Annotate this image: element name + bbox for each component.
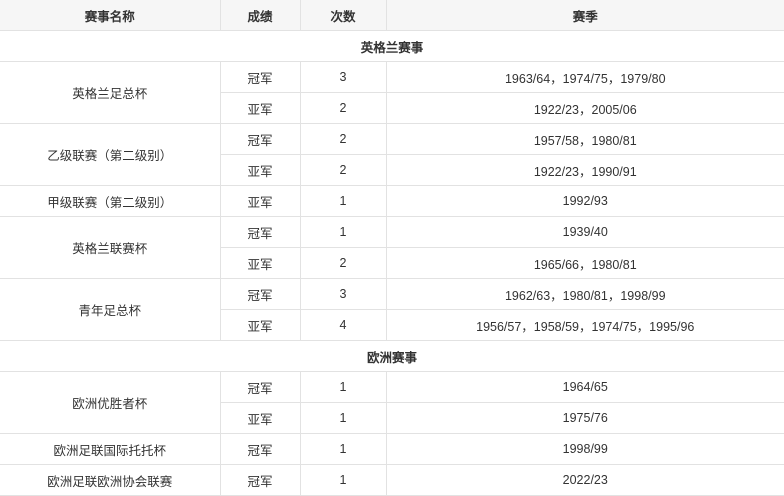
count-cell: 1 bbox=[300, 433, 387, 465]
result-cell: 亚军 bbox=[220, 309, 301, 341]
table-row: 亚军 1 1975/76 bbox=[0, 402, 784, 434]
result-cell: 冠军 bbox=[220, 464, 301, 496]
table-row: 亚军 2 1965/66，1980/81 bbox=[0, 247, 784, 279]
count-cell: 1 bbox=[300, 216, 387, 248]
competition-name: 欧洲优胜者杯 bbox=[0, 371, 221, 434]
seasons-cell: 1962/63，1980/81，1998/99 bbox=[386, 278, 784, 310]
table-row: 甲级联赛（第二级别） 亚军 1 1992/93 bbox=[0, 185, 784, 217]
result-cell: 冠军 bbox=[220, 123, 301, 155]
table-row: 欧洲足联国际托托杯 冠军 1 1998/99 bbox=[0, 433, 784, 465]
seasons-cell: 1992/93 bbox=[386, 185, 784, 217]
table-header: 赛事名称 成绩 次数 赛季 bbox=[0, 0, 784, 31]
seasons-cell: 1965/66，1980/81 bbox=[386, 247, 784, 279]
table-row: 亚军 2 1922/23，2005/06 bbox=[0, 92, 784, 124]
table-row: 欧洲足联欧洲协会联赛 冠军 1 2022/23 bbox=[0, 464, 784, 496]
count-cell: 2 bbox=[300, 154, 387, 186]
competition-name: 英格兰联赛杯 bbox=[0, 216, 221, 279]
count-cell: 3 bbox=[300, 61, 387, 93]
count-cell: 3 bbox=[300, 278, 387, 310]
column-header-count: 次数 bbox=[300, 0, 387, 31]
result-cell: 亚军 bbox=[220, 92, 301, 124]
table-row: 青年足总杯 冠军 3 1962/63，1980/81，1998/99 bbox=[0, 278, 784, 341]
header-row: 赛事名称 成绩 次数 赛季 bbox=[0, 0, 784, 31]
result-cell: 冠军 bbox=[220, 61, 301, 93]
result-cell: 冠军 bbox=[220, 371, 301, 403]
seasons-cell: 1939/40 bbox=[386, 216, 784, 248]
table-row: 英格兰联赛杯 冠军 1 1939/40 bbox=[0, 216, 784, 279]
column-header-result: 成绩 bbox=[220, 0, 301, 31]
seasons-cell: 1963/64，1974/75，1979/80 bbox=[386, 61, 784, 93]
section-row: 英格兰赛事 bbox=[0, 30, 784, 62]
seasons-cell: 1998/99 bbox=[386, 433, 784, 465]
seasons-cell: 2022/23 bbox=[386, 464, 784, 496]
seasons-cell: 1964/65 bbox=[386, 371, 784, 403]
seasons-cell: 1922/23，2005/06 bbox=[386, 92, 784, 124]
seasons-cell: 1922/23，1990/91 bbox=[386, 154, 784, 186]
count-cell: 1 bbox=[300, 185, 387, 217]
column-header-season: 赛季 bbox=[386, 0, 784, 31]
count-cell: 1 bbox=[300, 464, 387, 496]
result-cell: 冠军 bbox=[220, 278, 301, 310]
section-title: 英格兰赛事 bbox=[0, 30, 784, 62]
count-cell: 1 bbox=[300, 371, 387, 403]
competition-name: 乙级联赛（第二级别） bbox=[0, 123, 221, 186]
result-cell: 冠军 bbox=[220, 216, 301, 248]
competition-name: 欧洲足联欧洲协会联赛 bbox=[0, 464, 221, 496]
result-cell: 亚军 bbox=[220, 185, 301, 217]
table-body: 英格兰赛事 英格兰足总杯 冠军 3 1963/64，1974/75，1979/80 亚军 2… bbox=[0, 30, 784, 496]
result-cell: 亚军 bbox=[220, 154, 301, 186]
count-cell: 4 bbox=[300, 309, 387, 341]
result-cell: 亚军 bbox=[220, 402, 301, 434]
count-cell: 2 bbox=[300, 123, 387, 155]
count-cell: 2 bbox=[300, 247, 387, 279]
competition-name: 青年足总杯 bbox=[0, 278, 221, 341]
competition-name: 欧洲足联国际托托杯 bbox=[0, 433, 221, 465]
section-row: 欧洲赛事 bbox=[0, 340, 784, 372]
table-row: 亚军 2 1922/23，1990/91 bbox=[0, 154, 784, 186]
table-row: 亚军 4 1956/57，1958/59，1974/75，1995/96 bbox=[0, 309, 784, 341]
competition-name: 英格兰足总杯 bbox=[0, 61, 221, 124]
seasons-cell: 1975/76 bbox=[386, 402, 784, 434]
result-cell: 冠军 bbox=[220, 433, 301, 465]
table-row: 乙级联赛（第二级别） 冠军 2 1957/58，1980/81 bbox=[0, 123, 784, 186]
table-row: 欧洲优胜者杯 冠军 1 1964/65 bbox=[0, 371, 784, 434]
seasons-cell: 1956/57，1958/59，1974/75，1995/96 bbox=[386, 309, 784, 341]
table-row: 英格兰足总杯 冠军 3 1963/64，1974/75，1979/80 bbox=[0, 61, 784, 124]
seasons-cell: 1957/58，1980/81 bbox=[386, 123, 784, 155]
count-cell: 1 bbox=[300, 402, 387, 434]
result-cell: 亚军 bbox=[220, 247, 301, 279]
column-header-competition: 赛事名称 bbox=[0, 0, 221, 31]
competition-name: 甲级联赛（第二级别） bbox=[0, 185, 221, 217]
count-cell: 2 bbox=[300, 92, 387, 124]
section-title: 欧洲赛事 bbox=[0, 340, 784, 372]
